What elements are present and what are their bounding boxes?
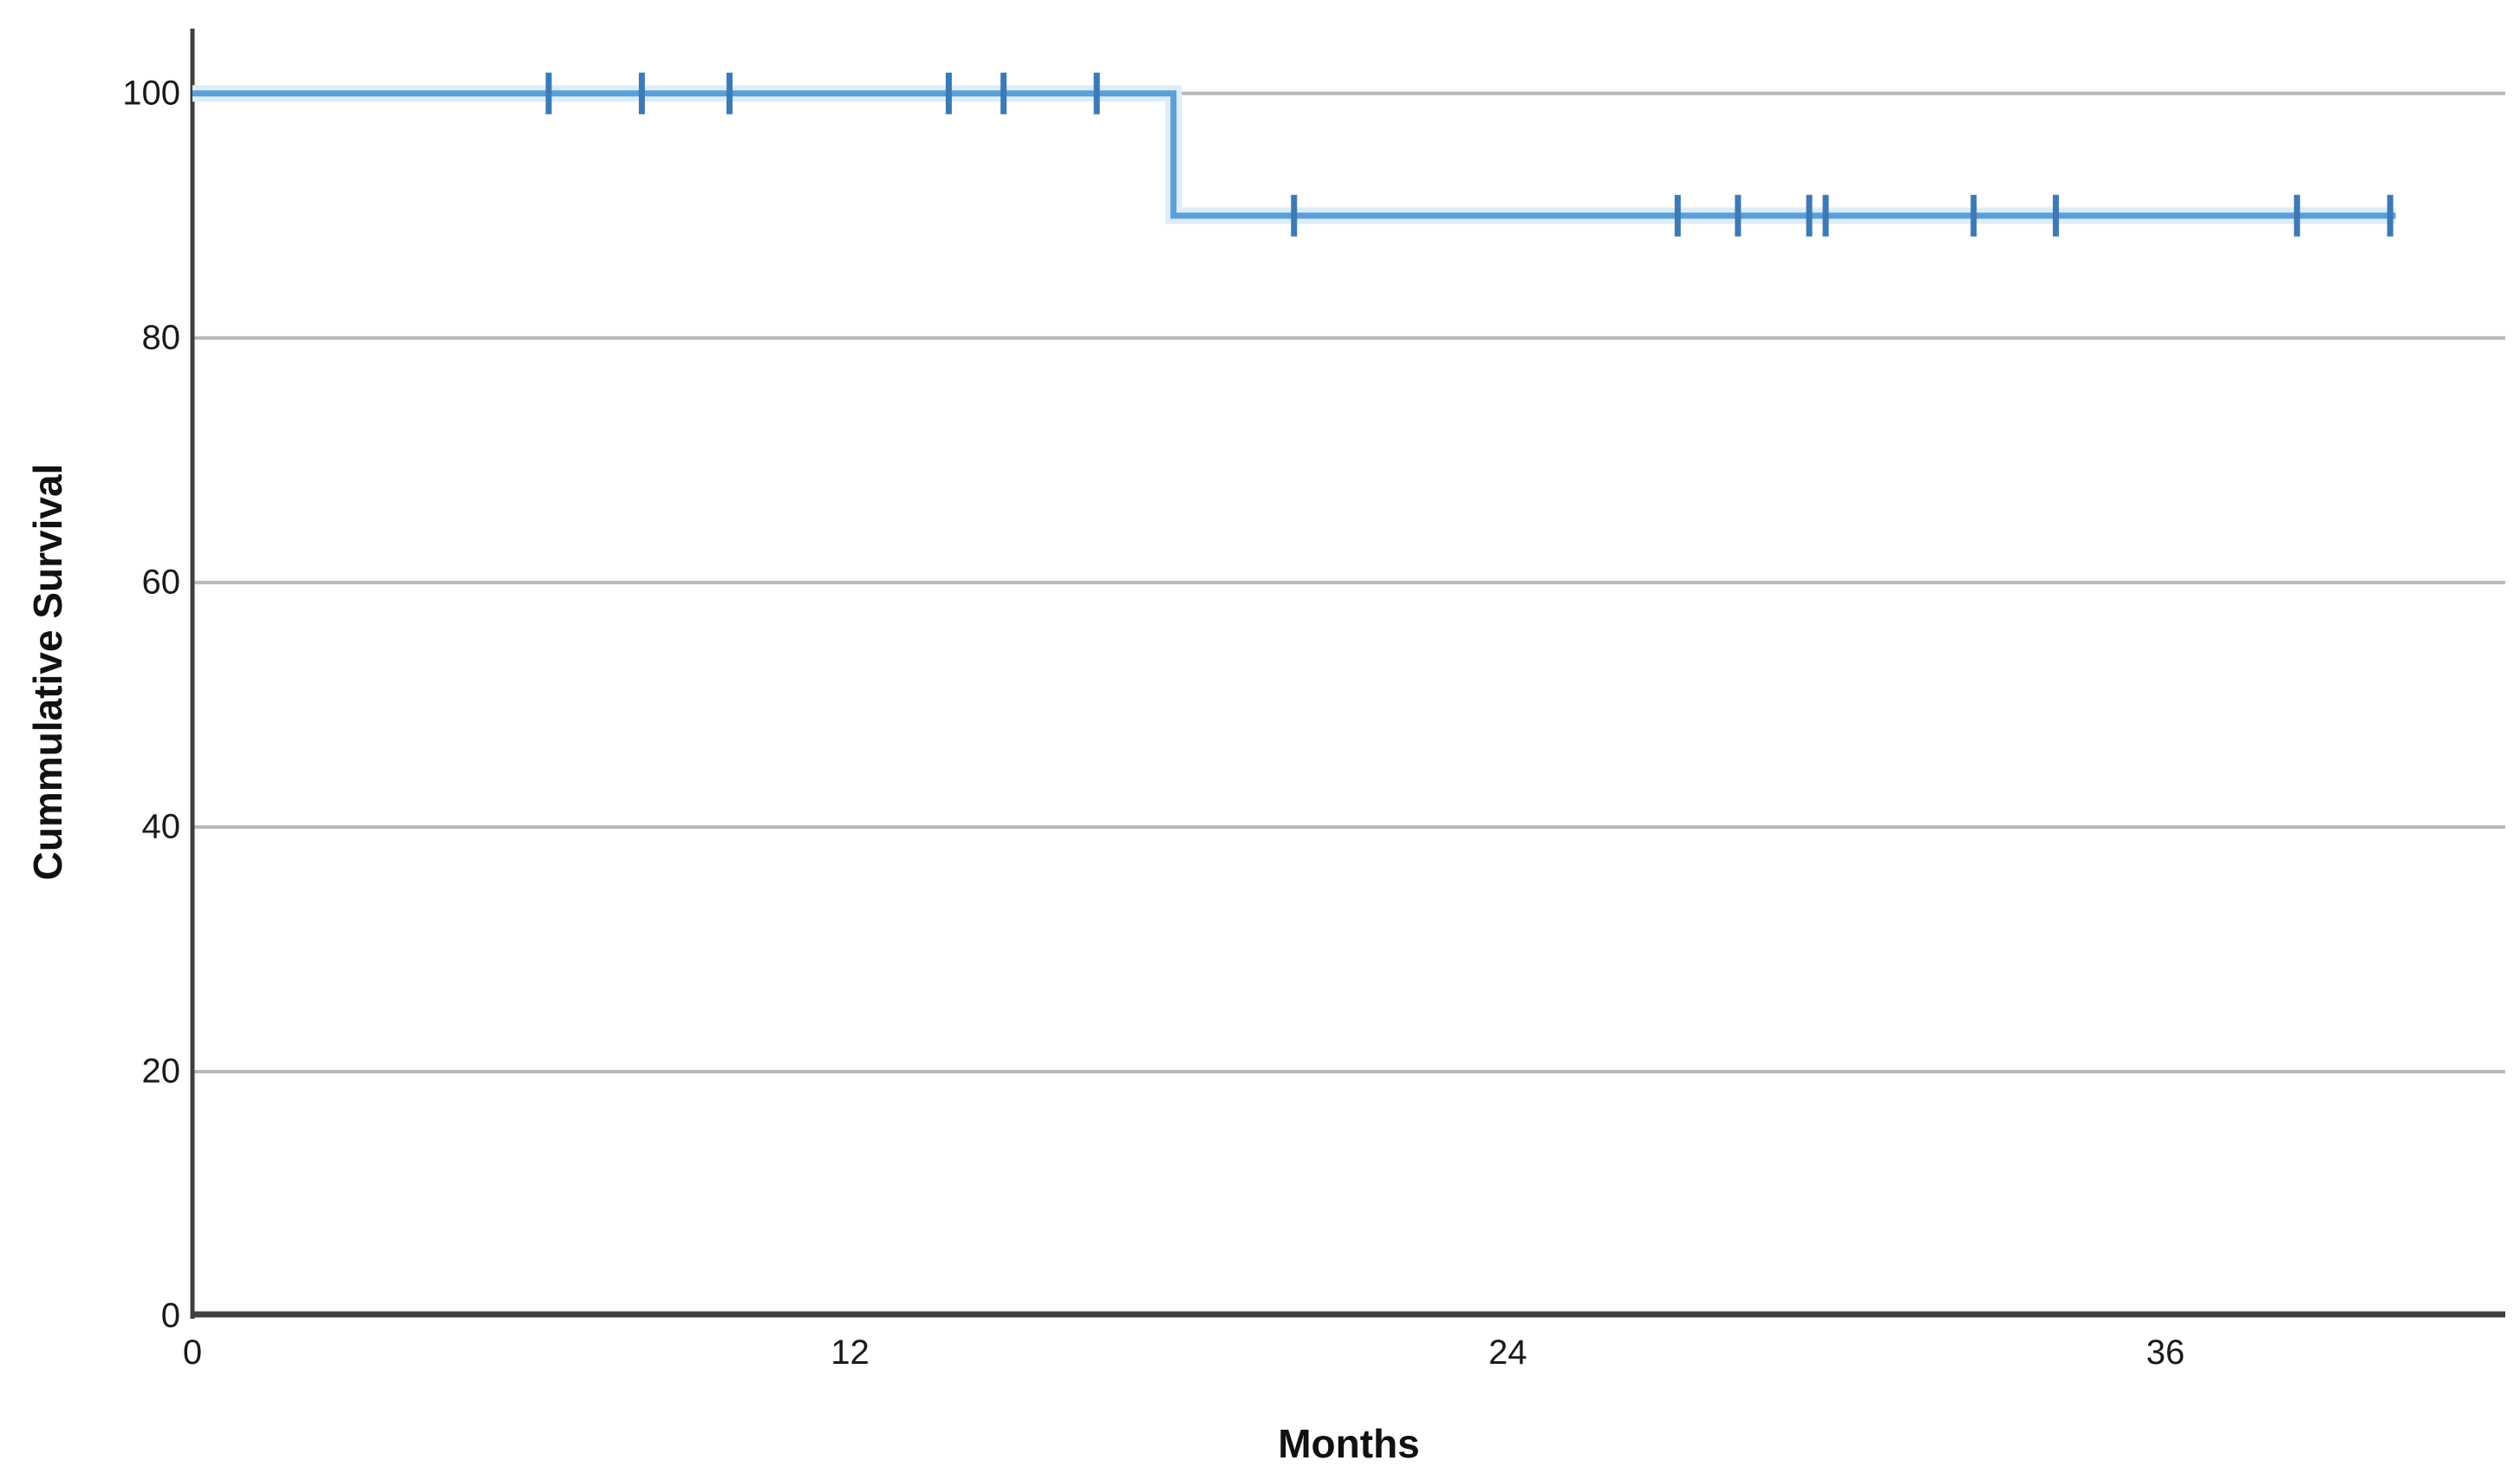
y-tick-label: 60 bbox=[141, 563, 181, 602]
x-axis-title: Months bbox=[1278, 1421, 1420, 1466]
y-tick-label: 80 bbox=[141, 318, 181, 357]
x-tick-label: 0 bbox=[182, 1333, 203, 1372]
x-tick-label: 36 bbox=[2146, 1333, 2185, 1372]
y-tick-label: 100 bbox=[122, 74, 180, 113]
survival-curve bbox=[192, 90, 2396, 219]
y-tick-label: 40 bbox=[141, 807, 181, 846]
y-tick-label: 20 bbox=[141, 1052, 181, 1091]
y-tick-label: 0 bbox=[160, 1296, 180, 1335]
x-tick-label: 12 bbox=[830, 1333, 869, 1372]
x-tick-label: 24 bbox=[1488, 1333, 1527, 1372]
y-axis-title: Cummulative Survival bbox=[25, 463, 70, 881]
